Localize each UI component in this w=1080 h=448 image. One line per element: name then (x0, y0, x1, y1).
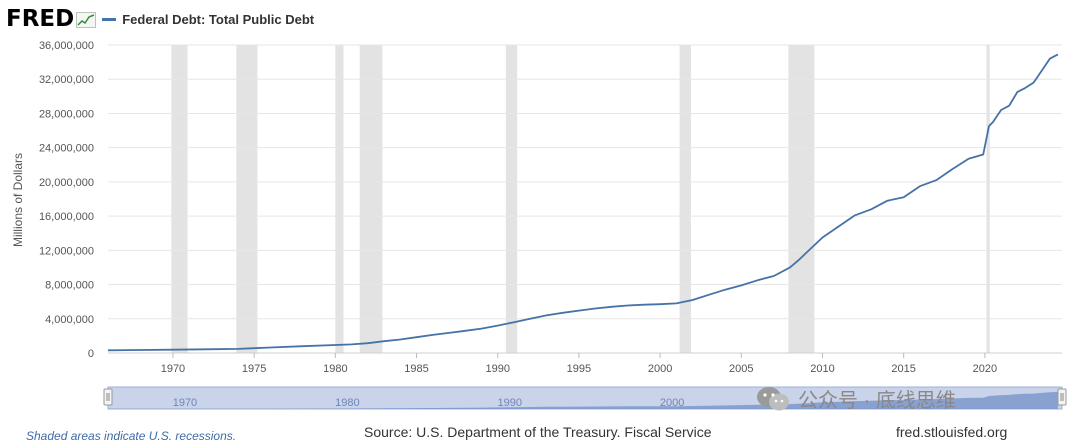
x-tick-label: 1975 (242, 363, 266, 375)
legend-swatch (102, 17, 117, 21)
legend-label: Federal Debt: Total Public Debt (122, 11, 315, 27)
x-tick-label: 2005 (729, 363, 753, 375)
range-navigator[interactable]: 1970 1980 1990 2000 (103, 386, 1067, 410)
y-tick-label: 4,000,000 (45, 314, 94, 326)
y-tick-label: 28,000,000 (39, 108, 94, 120)
source-text: Source: U.S. Department of the Treasury.… (364, 424, 712, 440)
recession-note: Shaded areas indicate U.S. recessions. (26, 429, 237, 443)
y-tick-label: 12,000,000 (39, 245, 94, 257)
navigator-right-handle[interactable] (1057, 388, 1067, 406)
y-tick-label: 24,000,000 (39, 143, 94, 155)
fred-logo[interactable]: FRED (6, 6, 75, 32)
x-tick-label: 1985 (404, 363, 428, 375)
navigator-label: 1980 (335, 397, 359, 409)
y-axis-label: Millions of Dollars (11, 153, 25, 247)
legend[interactable]: Federal Debt: Total Public Debt (102, 12, 314, 27)
recession-band (679, 45, 691, 353)
x-tick-label: 1995 (567, 363, 591, 375)
recession-band (986, 45, 990, 353)
y-tick-labels: 0 4,000,000 8,000,000 12,000,000 16,000,000 2… (39, 40, 94, 360)
navigator-label: 2000 (660, 397, 684, 409)
navigator-left-handle[interactable] (103, 388, 113, 406)
series-group (107, 53, 1059, 352)
x-tick-labels: 1970 1975 1980 1985 1990 1995 2000 2005 2010 2015… (161, 353, 997, 375)
series-line (107, 53, 1059, 352)
x-tick-label: 1980 (323, 363, 347, 375)
recession-band (505, 45, 518, 353)
y-tick-label: 0 (88, 348, 94, 360)
navigator-label: 1970 (173, 397, 197, 409)
navigator-label: 1990 (497, 397, 521, 409)
source-url[interactable]: fred.stlouisfed.org (896, 424, 1008, 440)
wechat-icon (757, 386, 789, 410)
y-tick-label: 8,000,000 (45, 280, 94, 292)
y-tick-label: 16,000,000 (39, 211, 94, 223)
x-tick-label: 1990 (485, 363, 509, 375)
recession-band (171, 45, 188, 353)
gridlines (108, 44, 1062, 354)
navigator-series (108, 391, 1058, 409)
recession-band (236, 45, 258, 353)
watermark-text: 公众号 · 底线思维 (798, 390, 956, 412)
recession-bands (171, 45, 990, 353)
x-tick-label: 2015 (891, 363, 915, 375)
recession-band (788, 45, 815, 353)
recession-band (359, 45, 383, 353)
y-tick-label: 20,000,000 (39, 177, 94, 189)
chart-header: FRED Federal Debt: Total Public Debt (6, 4, 314, 34)
fred-sparkline-icon (76, 12, 97, 28)
y-tick-label: 32,000,000 (39, 74, 94, 86)
x-tick-label: 2000 (648, 363, 672, 375)
recession-band (335, 45, 344, 353)
debt-chart: 0 4,000,000 8,000,000 12,000,000 16,000,000 2… (11, 40, 1067, 410)
watermark: 公众号 · 底线思维 (756, 384, 956, 413)
x-tick-label: 1970 (161, 363, 185, 375)
x-tick-label: 2020 (973, 363, 997, 375)
x-tick-label: 2010 (810, 363, 834, 375)
y-tick-label: 36,000,000 (39, 40, 94, 52)
